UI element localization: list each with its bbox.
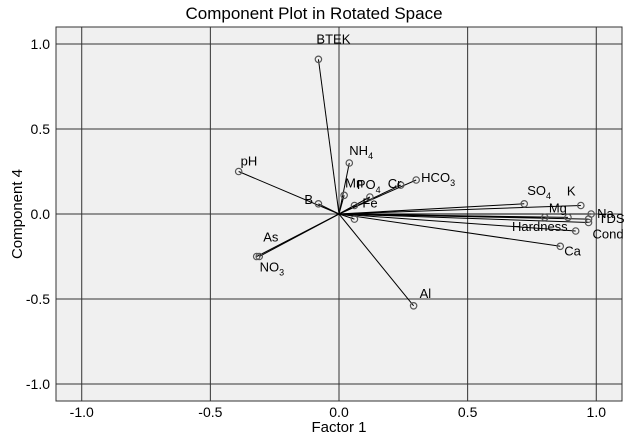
point-marker	[340, 191, 348, 200]
point-label: Ca	[564, 243, 581, 258]
loading-vectors	[238, 59, 592, 307]
vector-line	[256, 213, 340, 257]
point-label: Mn	[345, 175, 363, 190]
x-tick-label: -0.5	[198, 404, 222, 420]
point-label: Cond	[593, 227, 624, 242]
point-marker	[252, 252, 261, 261]
point-marker	[350, 215, 359, 223]
y-tick-label: -0.5	[26, 291, 50, 307]
x-tick-label: 0.0	[329, 404, 349, 420]
point-marker	[255, 252, 264, 261]
point-label: Hardness	[512, 219, 568, 234]
point-marker	[412, 176, 420, 184]
point-label: NO3	[260, 260, 285, 278]
vector-line	[338, 213, 576, 232]
vector-line	[238, 171, 340, 215]
chart-title: Component Plot in Rotated Space	[185, 4, 442, 23]
vector-line	[338, 213, 568, 218]
point-label: As	[263, 230, 279, 245]
y-tick-label: 1.0	[31, 36, 51, 52]
point-label: TDS	[599, 211, 625, 226]
point-marker	[314, 55, 323, 64]
point-marker	[556, 242, 565, 251]
point-marker	[584, 215, 593, 223]
x-tick-label: 0.5	[458, 404, 478, 420]
vector-line	[338, 205, 581, 215]
point-label: B	[304, 192, 313, 207]
vector-line	[318, 203, 340, 215]
point-label: Mg	[549, 200, 567, 215]
vector-line	[338, 213, 414, 307]
point-label: Na	[597, 206, 614, 221]
point-label: BTEK	[316, 31, 350, 46]
vector-line	[338, 213, 561, 247]
loading-points	[234, 55, 595, 310]
point-label: Al	[420, 286, 432, 301]
point-marker	[345, 159, 354, 167]
point-marker	[541, 213, 549, 222]
vector-line	[317, 59, 340, 215]
vector-line	[338, 162, 350, 215]
point-marker	[409, 301, 418, 310]
x-tick-label: 1.0	[587, 404, 607, 420]
y-tick-label: 0.0	[31, 206, 51, 222]
point-marker	[577, 201, 585, 210]
vector-line	[338, 203, 525, 215]
point-label: SO4	[527, 183, 551, 201]
vector-line	[338, 213, 589, 223]
point-marker	[564, 213, 572, 222]
y-axis-title: Component 4	[9, 169, 26, 259]
point-label: Fe	[362, 196, 377, 211]
point-marker	[366, 193, 374, 201]
point-marker	[314, 200, 323, 208]
y-tick-label: -1.0	[26, 376, 50, 392]
grid-lines	[56, 27, 622, 401]
point-marker	[396, 181, 405, 189]
point-marker	[571, 227, 580, 235]
x-axis-title: Factor 1	[311, 419, 366, 436]
point-label: K	[567, 184, 576, 199]
x-tick-label: -1.0	[70, 404, 94, 420]
point-label: PO4	[357, 177, 381, 195]
point-marker	[350, 201, 359, 210]
point-label: Cr	[388, 176, 402, 191]
point-label: NH4	[349, 143, 373, 161]
y-tick-label: 0.5	[31, 121, 51, 137]
axis-ticks: -1.0 -0.5 0.0 0.5 1.0 -1.0 -0.5 0.0 0.5 1.0	[26, 36, 606, 420]
point-label: HCO3	[421, 170, 455, 188]
point-marker	[234, 167, 243, 176]
point-marker	[584, 218, 593, 227]
point-label: pH	[241, 154, 258, 169]
point-marker	[520, 200, 529, 208]
